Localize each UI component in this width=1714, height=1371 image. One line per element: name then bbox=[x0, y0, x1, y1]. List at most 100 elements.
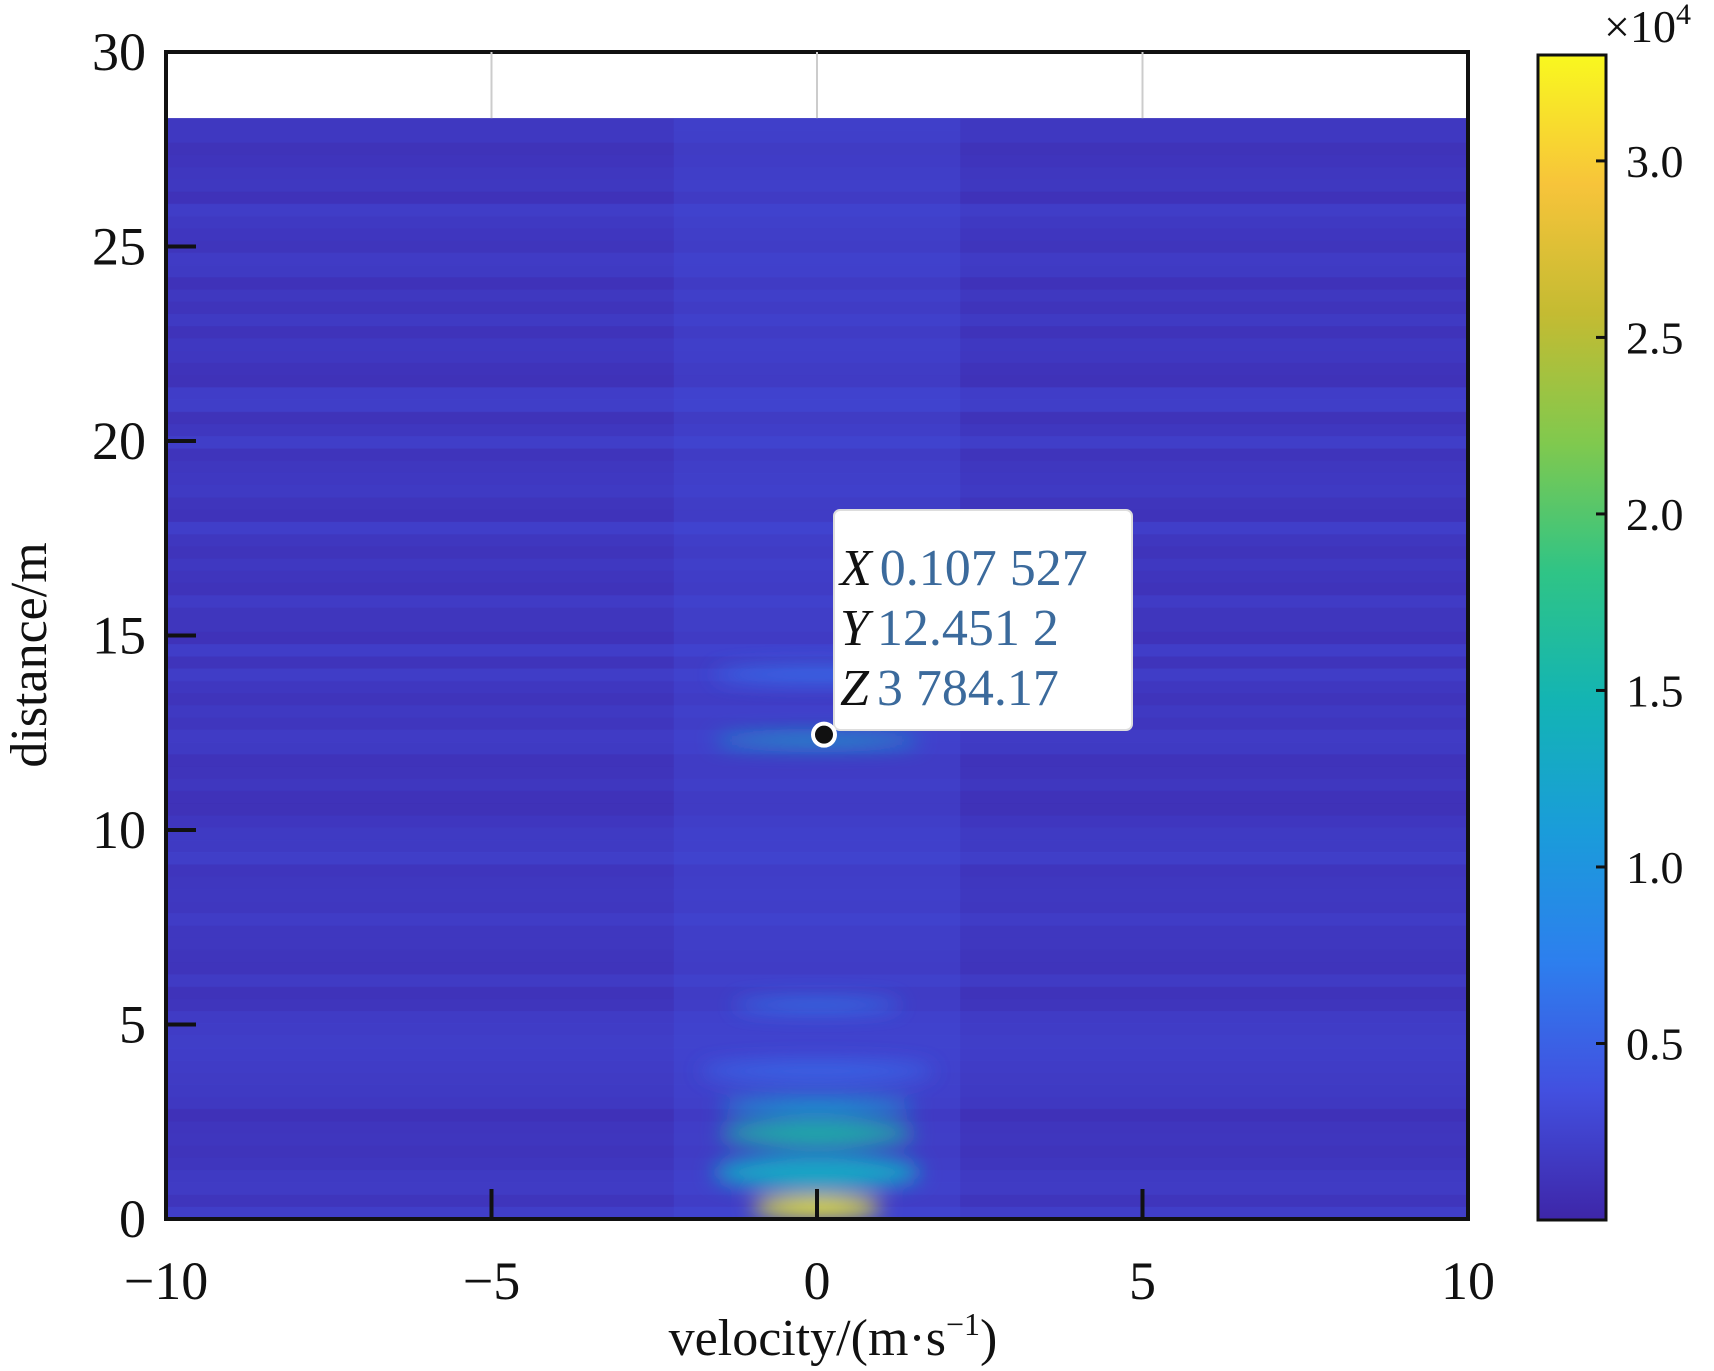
heatmap-row bbox=[166, 350, 1468, 364]
datatip-z-value: 3 784.17 bbox=[877, 660, 1059, 717]
colorbar-multiplier: ×104 bbox=[1604, 0, 1691, 52]
heatmap-row bbox=[166, 411, 1468, 425]
colorbar-tick-label: 0.5 bbox=[1626, 1018, 1684, 1069]
heatmap-row bbox=[166, 252, 1468, 266]
heatmap-row bbox=[166, 1145, 1468, 1159]
colorbar: 0.5 1.0 1.5 2.0 2.5 3.0 ×104 bbox=[1536, 0, 1691, 1222]
x-axis-label-superscript: −1 bbox=[946, 1306, 980, 1342]
heatmap-row bbox=[166, 472, 1468, 486]
heatmap-row bbox=[166, 619, 1468, 633]
heatmap-row bbox=[166, 607, 1468, 621]
heatmap-row bbox=[166, 154, 1468, 168]
heatmap-row bbox=[166, 986, 1468, 1000]
heatmap-row bbox=[166, 741, 1468, 755]
heatmap-row bbox=[166, 423, 1468, 437]
heatmap-row bbox=[166, 864, 1468, 878]
heatmap-row bbox=[166, 277, 1468, 290]
heatmap-feature bbox=[719, 1098, 915, 1114]
heatmap-row bbox=[166, 215, 1468, 229]
heatmap-row bbox=[166, 570, 1468, 584]
heatmap-row bbox=[166, 766, 1468, 780]
heatmap-row bbox=[166, 399, 1468, 413]
heatmap-row bbox=[166, 130, 1468, 144]
heatmap-row bbox=[166, 790, 1468, 804]
heatmap-row bbox=[166, 374, 1468, 388]
datatip-x-row: X 0.107 527 bbox=[838, 540, 1088, 597]
y-axis-label: distance/m bbox=[1, 542, 58, 767]
heatmap-row bbox=[166, 1011, 1468, 1024]
datatip-marker bbox=[811, 721, 837, 748]
x-axis-label-end: ) bbox=[980, 1310, 997, 1367]
heatmap-row bbox=[166, 240, 1468, 254]
colorbar-tick-label: 3.0 bbox=[1626, 136, 1684, 187]
y-tick-label: 0 bbox=[119, 1189, 146, 1249]
datatip-z-key: Z bbox=[840, 660, 870, 717]
heatmap-row bbox=[166, 656, 1468, 670]
heatmap-row bbox=[166, 913, 1468, 926]
x-tick-label: −5 bbox=[463, 1251, 520, 1311]
heatmap-row bbox=[166, 448, 1468, 462]
heatmap-row bbox=[166, 680, 1468, 694]
datatip-y-row: Y 12.451 2 bbox=[840, 600, 1059, 657]
heatmap-row bbox=[166, 925, 1468, 939]
heatmap-row bbox=[166, 778, 1468, 792]
plot-area: −10 −5 0 5 10 0 5 10 15 20 25 30 bbox=[92, 22, 1495, 1311]
heatmap-row bbox=[166, 1108, 1468, 1122]
heatmap-feature bbox=[712, 1154, 922, 1190]
heatmap-row bbox=[166, 460, 1468, 474]
heatmap-row bbox=[166, 827, 1468, 841]
heatmap-row bbox=[166, 521, 1468, 535]
y-tick-label: 15 bbox=[92, 606, 146, 666]
colorbar-tick-label: 1.5 bbox=[1626, 665, 1684, 716]
heatmap-row bbox=[166, 937, 1468, 951]
heatmap-row bbox=[166, 1035, 1468, 1049]
datatip-box bbox=[833, 509, 1133, 731]
heatmap-row bbox=[166, 1023, 1468, 1037]
x-axis-label-main: velocity/(m·s bbox=[669, 1310, 946, 1367]
heatmap-row bbox=[166, 326, 1468, 339]
heatmap-row bbox=[166, 644, 1468, 657]
heatmap-row bbox=[166, 546, 1468, 559]
x-axis-label: velocity/(m·s−1) bbox=[669, 1306, 998, 1367]
heatmap-row bbox=[166, 1047, 1468, 1061]
heatmap-row bbox=[166, 362, 1468, 376]
y-axis-ticks: 0 5 10 15 20 25 30 bbox=[92, 22, 196, 1249]
heatmap-row bbox=[166, 803, 1468, 816]
heatmap-row bbox=[166, 264, 1468, 278]
y-tick-label: 10 bbox=[92, 800, 146, 860]
heatmap-row bbox=[166, 888, 1468, 902]
datatip-y-key: Y bbox=[840, 600, 874, 657]
heatmap-row bbox=[166, 974, 1468, 988]
heatmap-row bbox=[166, 497, 1468, 511]
datatip-x-key: X bbox=[838, 540, 874, 597]
heatmap-row bbox=[166, 313, 1468, 327]
colorbar-multiplier-base: ×10 bbox=[1604, 1, 1676, 52]
datatip-x-value: 0.107 527 bbox=[880, 540, 1088, 597]
heatmap-row bbox=[166, 839, 1468, 853]
datatip-y-value: 12.451 2 bbox=[877, 600, 1059, 657]
heatmap-row bbox=[166, 815, 1468, 829]
x-axis-ticks: −10 −5 0 5 10 bbox=[124, 52, 1495, 1311]
heatmap-row bbox=[166, 167, 1468, 180]
y-tick-label: 30 bbox=[92, 22, 146, 82]
colorbar-tick-label: 1.0 bbox=[1626, 842, 1684, 893]
heatmap-row bbox=[166, 289, 1468, 303]
heatmap-row bbox=[166, 387, 1468, 400]
heatmap-row bbox=[166, 338, 1468, 352]
colorbar-multiplier-exponent: 4 bbox=[1676, 0, 1691, 31]
heatmap-row bbox=[166, 534, 1468, 547]
heatmap-row bbox=[166, 852, 1468, 865]
heatmap-row bbox=[166, 595, 1468, 608]
colorbar-tick-label: 2.5 bbox=[1626, 312, 1684, 363]
heatmap-row bbox=[166, 301, 1468, 315]
heatmap-features bbox=[699, 666, 935, 1218]
heatmap-row bbox=[166, 118, 1468, 131]
heatmap-row bbox=[166, 191, 1468, 205]
y-tick-label: 5 bbox=[119, 995, 146, 1055]
colorbar-tick-label: 2.0 bbox=[1626, 489, 1684, 540]
heatmap-row bbox=[166, 203, 1468, 217]
heatmap-row bbox=[166, 485, 1468, 498]
